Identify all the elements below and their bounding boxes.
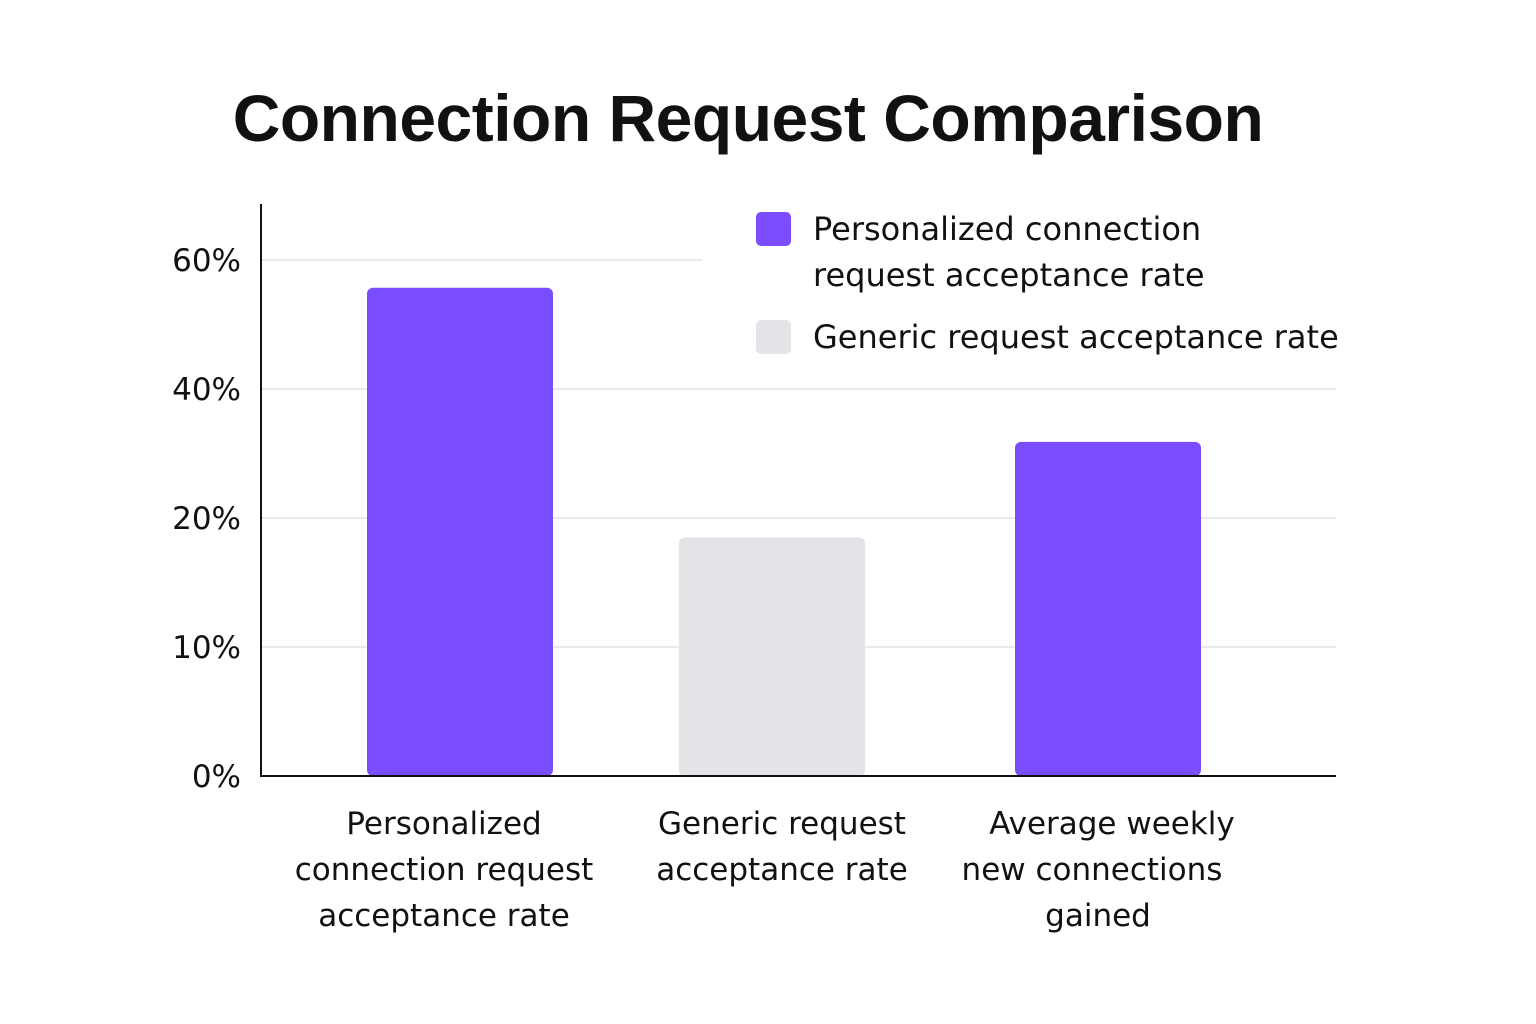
- legend-label: Generic request acceptance rate: [813, 318, 1339, 356]
- x-category-label: acceptance rate: [656, 852, 908, 888]
- bar-2: [679, 537, 865, 776]
- x-category-label: Personalized: [346, 806, 541, 842]
- legend-swatch: [756, 212, 791, 246]
- x-category-label: new connections: [962, 852, 1223, 888]
- axes: [260, 204, 1336, 777]
- legend: Personalized connection request acceptanc…: [756, 210, 1339, 356]
- chart-title: Connection Request Comparison: [232, 81, 1264, 155]
- x-category-label: Average weekly: [989, 806, 1235, 842]
- x-category-label: acceptance rate: [318, 898, 570, 934]
- y-tick-label: 0%: [192, 759, 241, 795]
- bar-1: [367, 287, 553, 776]
- bar-3: [1015, 441, 1201, 776]
- y-tick-label: 10%: [172, 630, 241, 666]
- y-tick-label: 20%: [172, 501, 241, 537]
- x-category-label: connection request: [295, 852, 594, 888]
- x-category-label: gained: [1045, 898, 1151, 934]
- y-tick-labels: 0% 10% 20% 40% 60%: [172, 243, 241, 795]
- y-tick-label: 60%: [172, 243, 241, 279]
- y-tick-label: 40%: [172, 372, 241, 408]
- legend-label: request acceptance rate: [813, 256, 1205, 294]
- x-category-label: Generic request: [658, 806, 906, 842]
- x-category-labels: Personalized connection request acceptance…: [295, 806, 1235, 934]
- legend-label: Personalized connection: [813, 210, 1201, 248]
- bars: [367, 287, 1201, 776]
- legend-swatch: [756, 320, 791, 354]
